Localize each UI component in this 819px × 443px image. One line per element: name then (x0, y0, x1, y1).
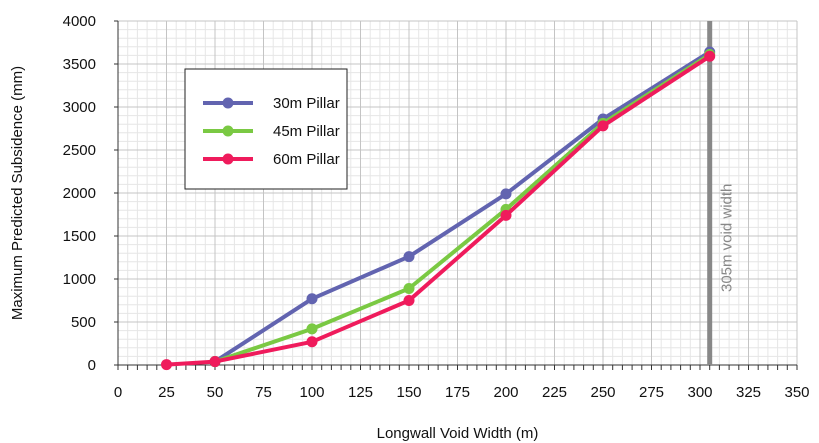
x-tick-label: 150 (396, 384, 421, 401)
data-point (403, 251, 415, 263)
x-tick-label: 350 (784, 384, 809, 401)
data-point (161, 359, 172, 371)
x-tick-label: 100 (299, 384, 324, 401)
data-point (209, 356, 221, 368)
y-tick-label: 3500 (63, 56, 96, 73)
data-point (500, 209, 512, 221)
y-axis-title: Maximum Predicted Subsidence (mm) (9, 66, 26, 320)
x-tick-label: 300 (687, 384, 712, 401)
y-tick-label: 3000 (63, 99, 96, 116)
legend-swatch-marker (222, 97, 234, 109)
data-point (306, 293, 318, 305)
x-tick-label: 25 (158, 384, 175, 401)
legend-swatch-marker (222, 125, 234, 137)
data-point (306, 336, 318, 348)
data-point (403, 282, 415, 294)
legend-label: 60m Pillar (273, 151, 340, 168)
data-point (403, 295, 415, 306)
y-tick-label: 2000 (63, 185, 96, 202)
data-point (597, 120, 609, 132)
x-axis-ticks: 0 25 50 75 100 125 150 175 200 225 250 275 300 325 350 (114, 365, 810, 401)
series-line-0 (213, 50, 711, 364)
y-tick-label: 2500 (63, 142, 96, 159)
x-tick-label: 175 (445, 384, 470, 401)
data-point (704, 50, 716, 62)
series-line-1 (214, 52, 711, 364)
legend-label: 30m Pillar (273, 95, 340, 112)
x-tick-label: 50 (207, 384, 224, 401)
x-tick-label: 250 (590, 384, 615, 401)
y-tick-label: 1500 (63, 228, 96, 245)
y-tick-label: 500 (71, 314, 96, 331)
annotations: 305m void width (707, 21, 736, 365)
legend: 30m Pillar 45m Pillar 60m Pillar (184, 68, 348, 190)
y-tick-label: 0 (88, 357, 96, 374)
data-point (500, 188, 512, 200)
x-tick-label: 0 (114, 384, 122, 401)
legend-label: 45m Pillar (273, 123, 340, 140)
x-tick-label: 275 (639, 384, 664, 401)
y-tick-label: 1000 (63, 271, 96, 288)
data-point (306, 323, 318, 335)
x-tick-label: 75 (255, 384, 272, 401)
x-tick-label: 225 (542, 384, 567, 401)
void-width-label: 305m void width (719, 184, 736, 292)
major-grid (117, 20, 798, 366)
x-tick-label: 200 (493, 384, 518, 401)
x-tick-label: 325 (736, 384, 761, 401)
legend-swatch-marker (222, 153, 234, 165)
series-layer (161, 46, 716, 371)
x-tick-label: 125 (348, 384, 373, 401)
y-axis-ticks: 0 500 1000 1500 2000 2500 3000 3500 4000 (63, 13, 118, 374)
x-axis-title: Longwall Void Width (m) (377, 425, 539, 442)
y-tick-label: 4000 (63, 13, 96, 30)
